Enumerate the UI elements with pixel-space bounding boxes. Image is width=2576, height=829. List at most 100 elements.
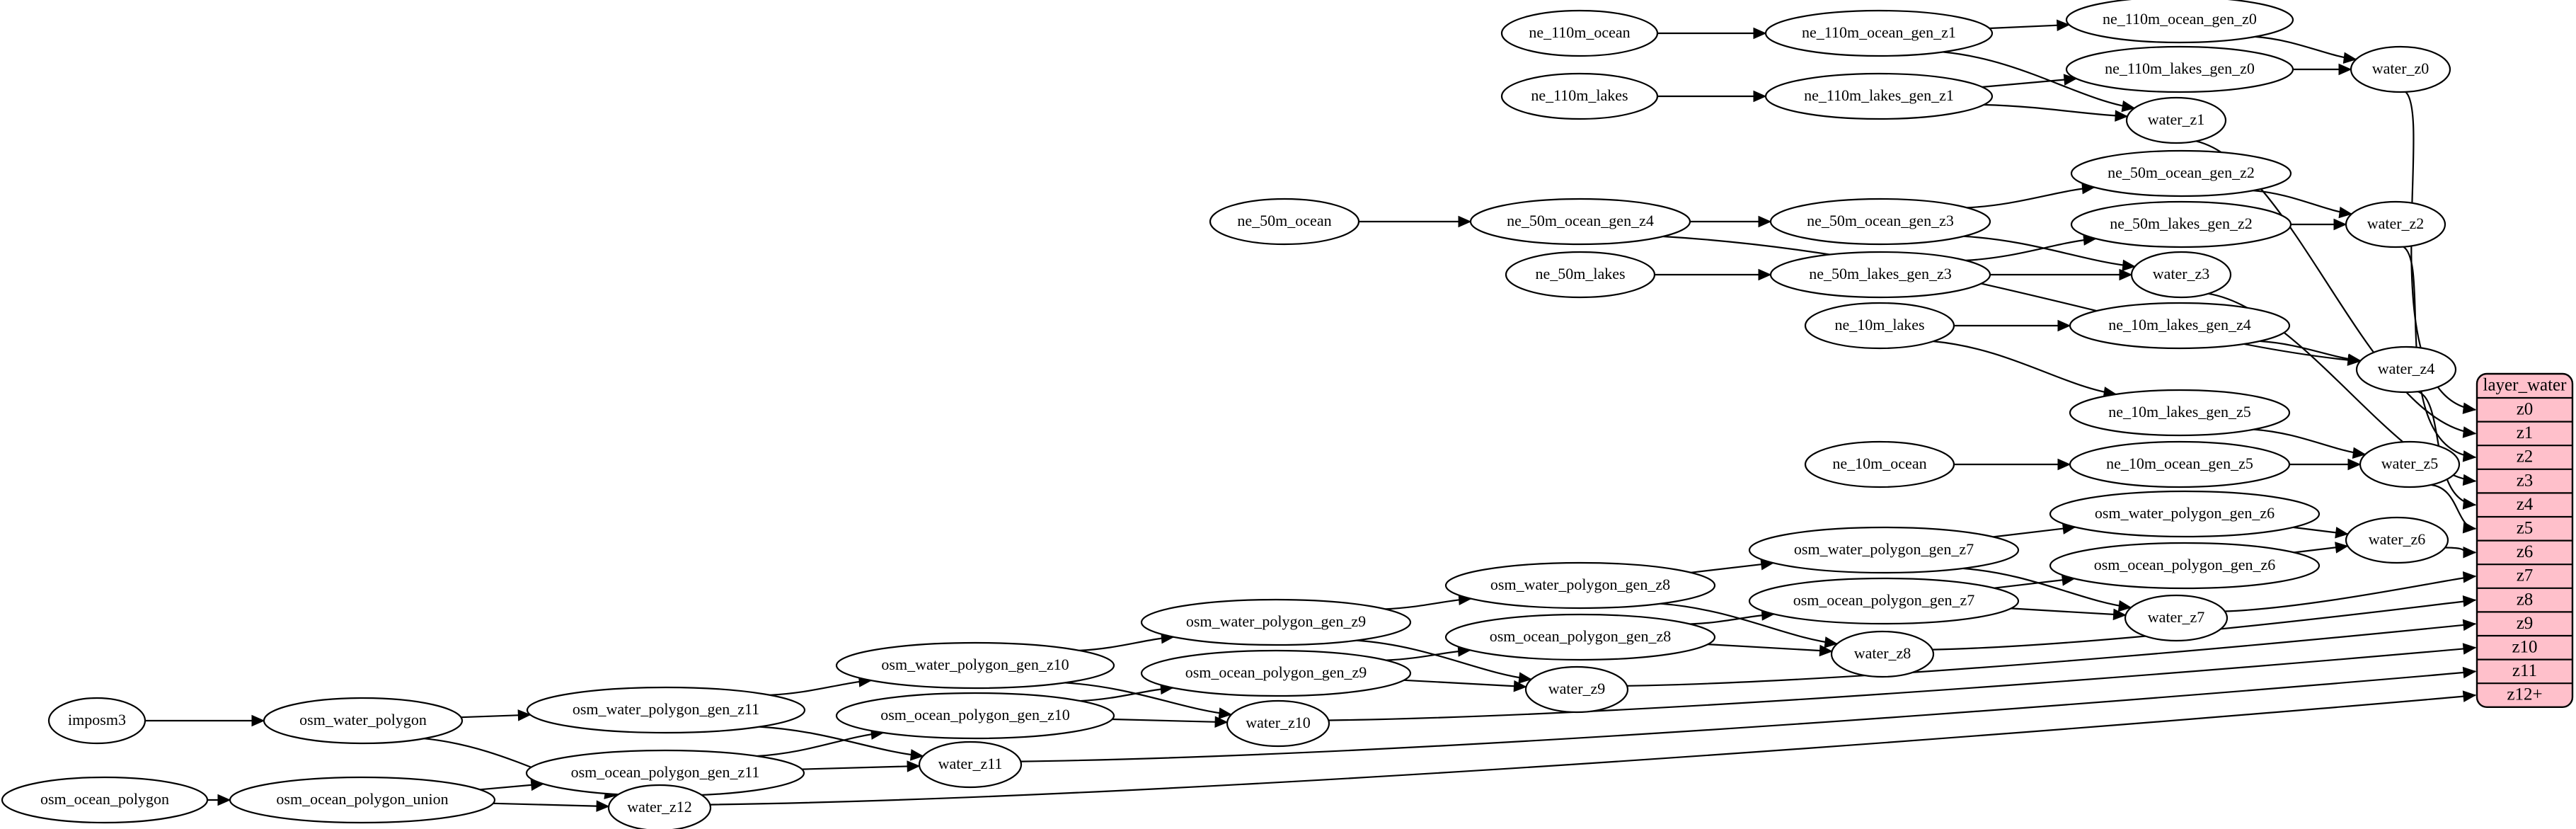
record-row-z10[interactable]: z10	[2512, 638, 2537, 657]
node-ellipse[interactable]	[1469, 198, 1691, 246]
node-ellipse[interactable]	[526, 686, 806, 734]
graph-node[interactable]: ne_110m_ocean	[1500, 9, 1659, 57]
graph-node[interactable]: water_z8	[1830, 630, 1935, 678]
node-ellipse[interactable]	[2124, 594, 2229, 642]
graph-node[interactable]: water_z5	[2359, 440, 2461, 488]
graph-node[interactable]: ne_10m_lakes_gen_z4	[2069, 302, 2291, 350]
record-row-z8[interactable]: z8	[2517, 590, 2534, 609]
node-ellipse[interactable]	[1830, 630, 1935, 678]
graph-node[interactable]: osm_water_polygon_gen_z10	[835, 641, 1115, 690]
graph-node[interactable]: ne_110m_lakes_gen_z1	[1764, 72, 1994, 120]
node-ellipse[interactable]	[2049, 490, 2321, 538]
node-ellipse[interactable]	[1226, 699, 1330, 748]
node-ellipse[interactable]	[1804, 302, 1955, 350]
graph-node[interactable]: ne_50m_ocean	[1209, 198, 1360, 246]
graph-node[interactable]: ne_110m_ocean_gen_z0	[2065, 0, 2294, 44]
graph-node[interactable]: water_z9	[1524, 665, 1629, 714]
graph-node[interactable]: water_z4	[2355, 345, 2457, 394]
record-row-z9[interactable]: z9	[2517, 614, 2534, 633]
node-ellipse[interactable]	[47, 697, 146, 745]
node-ellipse[interactable]	[1500, 9, 1659, 57]
node-ellipse[interactable]	[1209, 198, 1360, 246]
node-ellipse[interactable]	[1140, 598, 1412, 646]
node-ellipse[interactable]	[1769, 251, 1991, 299]
node-ellipse[interactable]	[1748, 526, 2020, 574]
record-row-z4[interactable]: z4	[2517, 495, 2534, 514]
graph-node[interactable]: osm_ocean_polygon_gen_z7	[1748, 577, 2020, 625]
graph-node[interactable]: osm_water_polygon_gen_z6	[2049, 490, 2321, 538]
graph-node[interactable]: osm_ocean_polygon_gen_z8	[1444, 613, 1716, 661]
graph-node[interactable]: osm_ocean_polygon_gen_z10	[835, 692, 1115, 740]
node-ellipse[interactable]	[1764, 72, 1994, 120]
node-ellipse[interactable]	[607, 784, 712, 829]
graph-node[interactable]: osm_water_polygon_gen_z7	[1748, 526, 2020, 574]
node-ellipse[interactable]	[1, 776, 209, 824]
node-ellipse[interactable]	[2069, 302, 2291, 350]
graph-node[interactable]: ne_50m_ocean_gen_z3	[1769, 198, 1991, 246]
record-row-z6[interactable]: z6	[2517, 542, 2534, 561]
graph-node[interactable]: osm_water_polygon	[263, 697, 464, 745]
node-ellipse[interactable]	[263, 697, 464, 745]
graph-node[interactable]: osm_ocean_polygon_union	[229, 776, 496, 824]
node-ellipse[interactable]	[2345, 200, 2446, 248]
graph-node[interactable]: ne_50m_lakes	[1505, 251, 1656, 299]
node-ellipse[interactable]	[2069, 389, 2291, 437]
graph-node[interactable]: osm_ocean_polygon	[1, 776, 209, 824]
node-ellipse[interactable]	[2070, 200, 2292, 248]
node-ellipse[interactable]	[1764, 9, 1994, 57]
node-ellipse[interactable]	[2069, 440, 2291, 488]
graph-node[interactable]: ne_110m_lakes_gen_z0	[2065, 45, 2294, 93]
node-ellipse[interactable]	[2065, 0, 2294, 44]
graph-node[interactable]: ne_10m_lakes_gen_z5	[2069, 389, 2291, 437]
graph-node[interactable]: water_z2	[2345, 200, 2446, 248]
node-ellipse[interactable]	[835, 692, 1115, 740]
node-ellipse[interactable]	[918, 741, 1023, 789]
record-row-z2[interactable]: z2	[2517, 447, 2534, 467]
node-ellipse[interactable]	[1444, 613, 1716, 661]
record-row-z3[interactable]: z3	[2517, 471, 2534, 490]
graph-node[interactable]: water_z7	[2124, 594, 2229, 642]
graph-node[interactable]: imposm3	[47, 697, 146, 745]
graph-node[interactable]: ne_10m_lakes	[1804, 302, 1955, 350]
graph-node[interactable]: ne_50m_lakes_gen_z3	[1769, 251, 1991, 299]
node-ellipse[interactable]	[835, 641, 1115, 690]
node-ellipse[interactable]	[2355, 345, 2457, 394]
node-ellipse[interactable]	[1769, 198, 1991, 246]
graph-node[interactable]: ne_50m_lakes_gen_z2	[2070, 200, 2292, 248]
graph-node[interactable]: ne_10m_ocean	[1804, 440, 1955, 488]
node-ellipse[interactable]	[1444, 561, 1716, 610]
node-ellipse[interactable]	[1748, 577, 2020, 625]
node-ellipse[interactable]	[229, 776, 496, 824]
node-ellipse[interactable]	[2065, 45, 2294, 93]
layer-water-record-node[interactable]: layer_water z0 z1 z2 z3 z4 z5 z6 z7 z8 z9 z10 z11 z12…	[2476, 372, 2574, 708]
record-row-z11[interactable]: z11	[2512, 661, 2537, 680]
graph-node[interactable]: osm_water_polygon_gen_z8	[1444, 561, 1716, 610]
record-row-z0[interactable]: z0	[2517, 400, 2534, 419]
graph-node[interactable]: osm_water_polygon_gen_z9	[1140, 598, 1412, 646]
node-ellipse[interactable]	[1500, 72, 1659, 120]
graph-node[interactable]: osm_ocean_polygon_gen_z6	[2049, 542, 2321, 590]
graph-node[interactable]: osm_water_polygon_gen_z11	[526, 686, 806, 734]
node-ellipse[interactable]	[1524, 665, 1629, 714]
node-ellipse[interactable]	[1505, 251, 1656, 299]
graph-node[interactable]: ne_110m_ocean_gen_z1	[1764, 9, 1994, 57]
record-row-z1[interactable]: z1	[2517, 423, 2534, 442]
graph-node[interactable]: ne_10m_ocean_gen_z5	[2069, 440, 2291, 488]
node-ellipse[interactable]	[2359, 440, 2461, 488]
graph-node[interactable]: osm_ocean_polygon_gen_z9	[1140, 649, 1412, 697]
graph-node[interactable]: water_z3	[2130, 251, 2232, 299]
graph-node[interactable]: ne_110m_lakes	[1500, 72, 1659, 120]
node-ellipse[interactable]	[1804, 440, 1955, 488]
graph-node[interactable]: water_z0	[2350, 45, 2451, 93]
graph-node[interactable]: water_z6	[2345, 516, 2449, 564]
node-ellipse[interactable]	[2070, 149, 2292, 198]
record-row-z5[interactable]: z5	[2517, 519, 2534, 538]
node-ellipse[interactable]	[2345, 516, 2449, 564]
node-ellipse[interactable]	[2130, 251, 2232, 299]
node-ellipse[interactable]	[2350, 45, 2451, 93]
record-row-z12+[interactable]: z12+	[2507, 685, 2542, 704]
node-ellipse[interactable]	[2049, 542, 2321, 590]
graph-node[interactable]: ne_50m_ocean_gen_z4	[1469, 198, 1691, 246]
node-ellipse[interactable]	[1140, 649, 1412, 697]
record-row-z7[interactable]: z7	[2517, 566, 2534, 585]
